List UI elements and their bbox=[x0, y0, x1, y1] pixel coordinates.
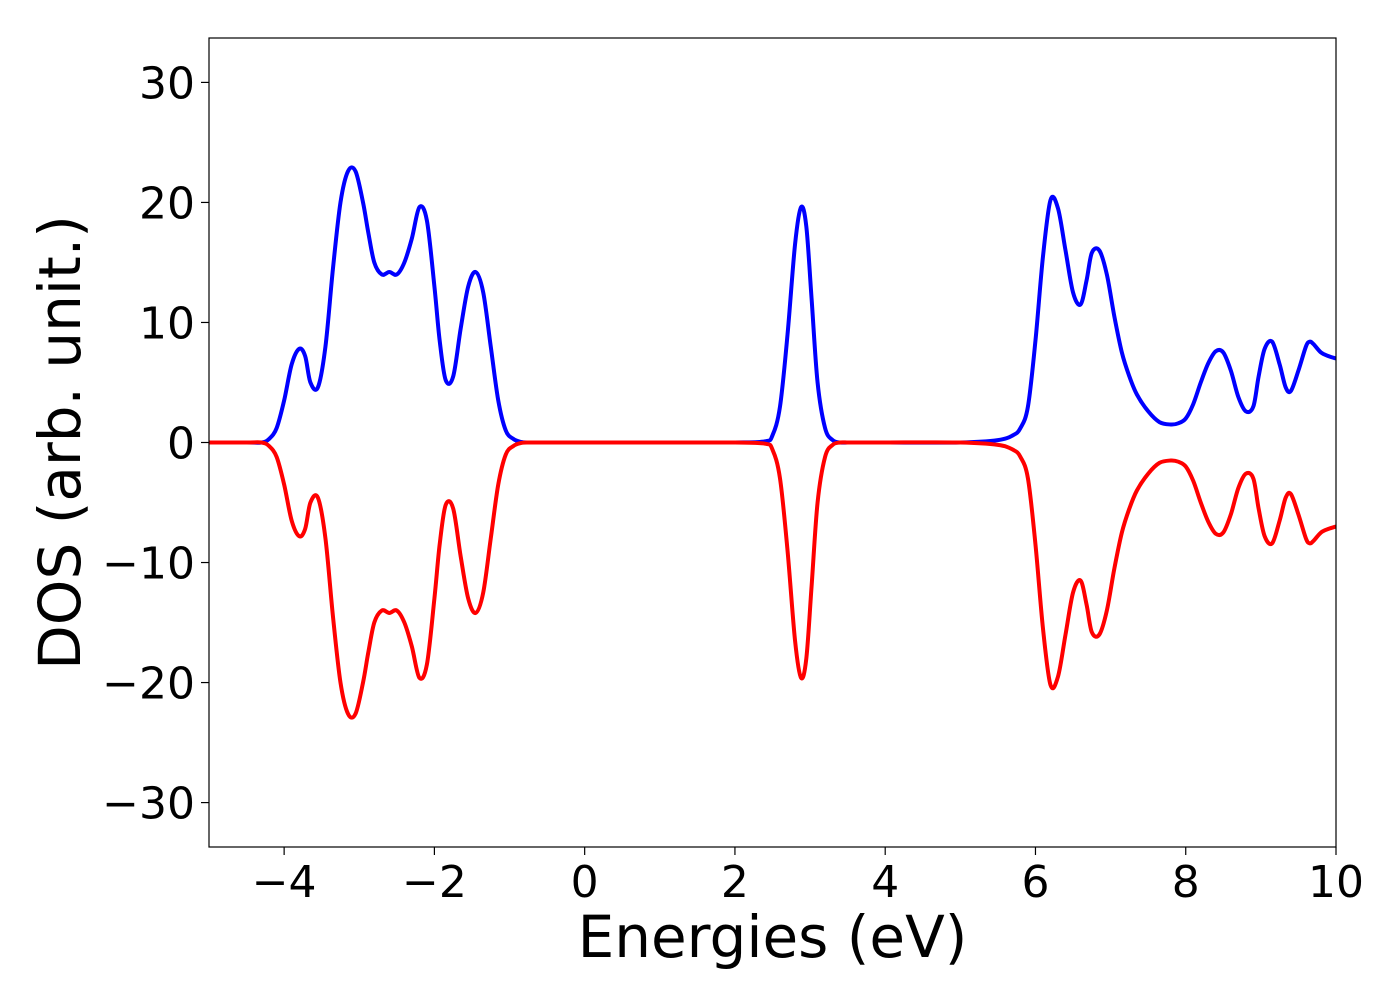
dos-spin-up-line bbox=[209, 165, 1336, 445]
x-tick-label: 6 bbox=[1021, 857, 1049, 908]
x-tick-label: −4 bbox=[252, 857, 317, 908]
y-tick-label: −30 bbox=[102, 779, 195, 830]
x-tick-label: 4 bbox=[871, 857, 899, 908]
y-tick-label: 0 bbox=[167, 419, 195, 470]
x-tick-label: 8 bbox=[1172, 857, 1200, 908]
y-axis-label: DOS (arb. unit.) bbox=[26, 215, 94, 670]
x-tick-label: −2 bbox=[402, 857, 467, 908]
y-tick-label: −10 bbox=[102, 539, 195, 590]
y-tick-label: −20 bbox=[102, 659, 195, 710]
y-tick-label: 10 bbox=[139, 298, 195, 349]
x-tick-label: 2 bbox=[721, 857, 749, 908]
y-tick-label: 30 bbox=[139, 58, 195, 109]
x-tick-label: 0 bbox=[571, 857, 599, 908]
plot-frame bbox=[208, 37, 1337, 848]
x-axis-label: Energies (eV) bbox=[578, 903, 968, 971]
x-tick-label: 10 bbox=[1308, 857, 1364, 908]
y-tick-label: 20 bbox=[139, 178, 195, 229]
series-layer bbox=[209, 165, 1336, 720]
dos-spin-down-line bbox=[209, 440, 1336, 720]
